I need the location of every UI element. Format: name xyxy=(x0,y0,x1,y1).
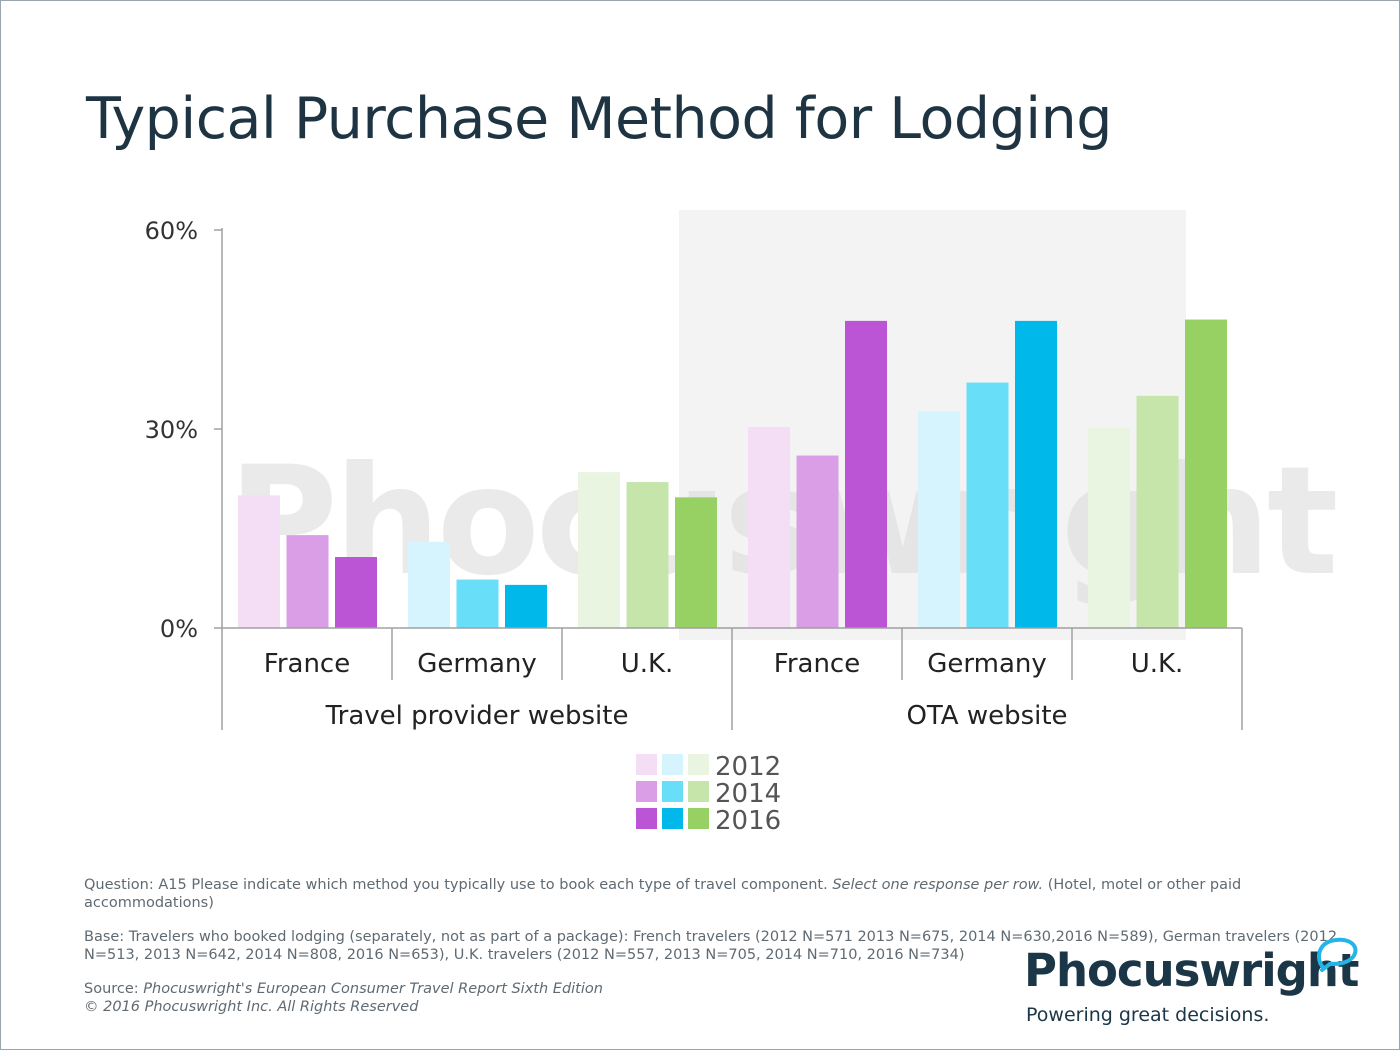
legend-swatch-2014 xyxy=(688,781,709,802)
legend-swatch-2016 xyxy=(636,808,657,829)
question-note: Question: A15 Please indicate which meth… xyxy=(84,876,1354,912)
bar-2014-4 xyxy=(796,455,839,628)
question-text: Question: A15 Please indicate which meth… xyxy=(84,877,833,893)
bar-2016-4 xyxy=(845,320,887,628)
legend-swatch-2014 xyxy=(662,781,683,802)
y-tick-label: 30% xyxy=(145,416,198,444)
bar-2016-2 xyxy=(505,584,547,628)
category-label: U.K. xyxy=(621,649,674,679)
copyright-text: © 2016 Phocuswright Inc. All Rights Rese… xyxy=(84,999,419,1015)
bar-2012-4 xyxy=(748,427,790,628)
source-title: Phocuswright's European Consumer Travel … xyxy=(143,981,603,997)
legend-swatch-2012 xyxy=(636,754,657,775)
question-italic-text: Select one response per row. xyxy=(832,877,1044,893)
category-label: Germany xyxy=(417,649,537,679)
bar-2012-6 xyxy=(1088,427,1130,628)
bar-2014-6 xyxy=(1136,395,1179,628)
bar-2012-1 xyxy=(238,495,280,628)
legend-swatch-2016 xyxy=(662,808,683,829)
group-label: OTA website xyxy=(906,701,1067,731)
legend-swatch-2014 xyxy=(636,781,657,802)
legend-label: 2014 xyxy=(715,779,781,809)
legend-label: 2016 xyxy=(715,806,781,836)
y-tick-label: 60% xyxy=(145,217,198,245)
bar-2014-5 xyxy=(966,382,1009,628)
legend-label: 2012 xyxy=(715,752,781,782)
legend-swatch-2012 xyxy=(662,754,683,775)
bar-2014-1 xyxy=(286,535,329,628)
speech-bubble-icon xyxy=(1317,937,1358,972)
phocuswright-logo: Phocuswright Powering great decisions. xyxy=(1024,937,1384,1040)
legend-swatch-2012 xyxy=(688,754,709,775)
bar-2012-2 xyxy=(408,541,450,628)
logo-tagline: Powering great decisions. xyxy=(1026,1004,1270,1026)
page-title: Typical Purchase Method for Lodging xyxy=(86,86,1112,152)
bar-2016-6 xyxy=(1185,319,1227,628)
question-suffix-text: (Hotel, motel or other paid accommodatio… xyxy=(84,877,1242,911)
bar-chart: Phocuswright0%30%60%FranceGermanyU.K.Fra… xyxy=(145,210,1340,836)
bar-2014-2 xyxy=(456,579,499,628)
legend-swatch-2016 xyxy=(688,808,709,829)
bar-2014-3 xyxy=(626,482,669,628)
bar-2016-1 xyxy=(335,557,377,628)
category-label: U.K. xyxy=(1131,649,1184,679)
logo-wordmark: Phocuswright xyxy=(1024,944,1359,997)
source-note: Source: Phocuswright's European Consumer… xyxy=(84,980,1354,1016)
y-tick-label: 0% xyxy=(160,615,198,643)
category-label: France xyxy=(774,649,860,679)
footnotes: Question: A15 Please indicate which meth… xyxy=(84,876,1354,1016)
bar-2016-3 xyxy=(675,497,717,628)
category-label: France xyxy=(264,649,350,679)
category-label: Germany xyxy=(927,649,1047,679)
base-note: Base: Travelers who booked lodging (sepa… xyxy=(84,929,1338,963)
bar-2016-5 xyxy=(1015,320,1057,628)
bar-2012-5 xyxy=(918,411,960,628)
group-label: Travel provider website xyxy=(325,701,629,731)
source-label: Source: xyxy=(84,981,144,997)
bar-2012-3 xyxy=(578,472,620,628)
